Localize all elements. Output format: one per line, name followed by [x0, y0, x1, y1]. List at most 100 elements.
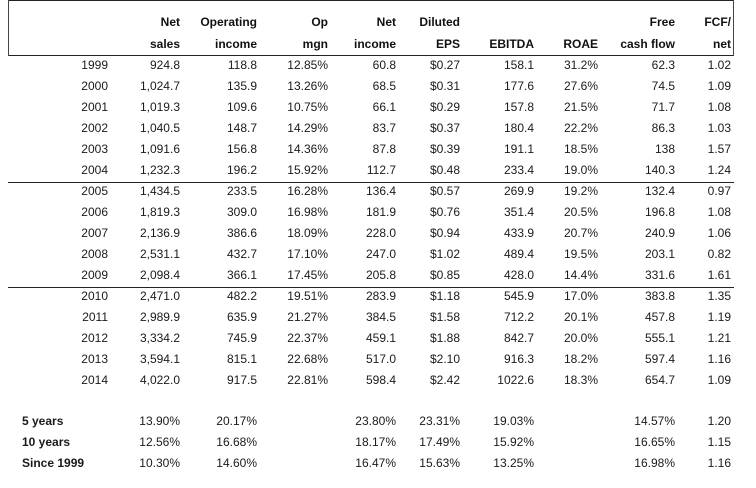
column-header-diluted-eps-sub: EPS	[435, 37, 460, 51]
table-cell-roae: 19.5%	[563, 247, 598, 261]
table-cell-ebitda: 180.4	[503, 121, 534, 135]
table-cell-net-sales: 2,471.0	[139, 289, 180, 303]
table-cell-operating-income: 745.9	[226, 331, 257, 345]
table-cell-net-sales: 2,531.1	[139, 247, 180, 261]
table-cell-free-cash-flow: 383.8	[644, 289, 675, 303]
column-header-op-margin: Op	[311, 15, 328, 29]
group-separator-2005	[8, 182, 734, 183]
table-cell-net-sales: 3,594.1	[139, 352, 180, 366]
table-cell-fcf-to-net: 1.09	[707, 79, 731, 93]
table-cell-year: 2006	[81, 205, 108, 219]
column-header-net-income-sub: income	[353, 37, 396, 51]
table-cell-op-margin: 17.10%	[287, 247, 328, 261]
summary-cell-fcf-to-net: 1.15	[707, 435, 731, 449]
summary-cell-diluted-eps: 23.31%	[419, 414, 460, 428]
table-cell-operating-income: 109.6	[226, 100, 257, 114]
table-cell-year: 2011	[82, 310, 108, 324]
column-header-fcf-to-net-sub: net	[713, 37, 731, 51]
summary-cell-net-sales: 13.90%	[139, 414, 180, 428]
table-cell-roae: 20.7%	[563, 226, 598, 240]
table-cell-free-cash-flow: 138	[654, 142, 675, 156]
table-cell-year: 2004	[81, 163, 108, 177]
summary-cell-ebitda: 19.03%	[493, 414, 534, 428]
table-cell-ebitda: 428.0	[503, 268, 534, 282]
table-cell-diluted-eps: $0.31	[429, 79, 460, 93]
table-cell-diluted-eps: $0.57	[429, 184, 460, 198]
summary-cell-fcf-to-net: 1.16	[707, 456, 731, 470]
column-header-free-cash-flow: Free	[649, 15, 675, 29]
table-cell-free-cash-flow: 240.9	[644, 226, 675, 240]
table-cell-op-margin: 14.36%	[287, 142, 328, 156]
summary-label: 5 years	[22, 414, 64, 428]
table-cell-net-income: 87.8	[372, 142, 396, 156]
summary-cell-free-cash-flow: 16.98%	[634, 456, 675, 470]
table-cell-year: 2005	[81, 184, 108, 198]
summary-cell-diluted-eps: 17.49%	[419, 435, 460, 449]
column-header-operating-income-sub: income	[214, 37, 257, 51]
table-cell-year: 2001	[81, 100, 108, 114]
table-cell-fcf-to-net: 1.24	[707, 163, 731, 177]
table-cell-free-cash-flow: 331.6	[644, 268, 675, 282]
table-cell-net-sales: 1,024.7	[139, 79, 180, 93]
table-cell-net-sales: 2,098.4	[139, 268, 180, 282]
table-cell-op-margin: 21.27%	[287, 310, 328, 324]
table-cell-free-cash-flow: 555.1	[644, 331, 675, 345]
column-header-op-margin-sub: mgn	[302, 37, 328, 51]
table-cell-operating-income: 135.9	[226, 79, 257, 93]
summary-label: 10 years	[22, 435, 71, 449]
column-header-net-sales: Net	[160, 15, 180, 29]
table-cell-fcf-to-net: 1.09	[707, 373, 731, 387]
table-cell-ebitda: 233.4	[503, 163, 534, 177]
table-cell-op-margin: 13.26%	[287, 79, 328, 93]
column-header-ebitda-sub: EBITDA	[489, 37, 534, 51]
table-cell-operating-income: 196.2	[226, 163, 257, 177]
table-cell-net-sales: 4,022.0	[139, 373, 180, 387]
table-cell-free-cash-flow: 62.3	[651, 58, 675, 72]
table-cell-ebitda: 158.1	[503, 58, 534, 72]
summary-cell-net-income: 23.80%	[355, 414, 396, 428]
table-cell-op-margin: 15.92%	[287, 163, 328, 177]
table-cell-ebitda: 1022.6	[497, 373, 534, 387]
table-cell-net-income: 598.4	[365, 373, 396, 387]
table-cell-fcf-to-net: 1.19	[707, 310, 731, 324]
summary-cell-ebitda: 13.25%	[493, 456, 534, 470]
table-cell-fcf-to-net: 0.82	[707, 247, 731, 261]
table-cell-net-income: 83.7	[372, 121, 396, 135]
table-cell-net-sales: 1,019.3	[139, 100, 180, 114]
table-cell-roae: 14.4%	[563, 268, 598, 282]
summary-cell-operating-income: 20.17%	[216, 414, 257, 428]
table-cell-net-income: 283.9	[365, 289, 396, 303]
table-cell-operating-income: 118.8	[227, 58, 257, 72]
table-cell-net-sales: 1,091.6	[139, 142, 180, 156]
table-cell-net-sales: 1,040.5	[139, 121, 180, 135]
summary-cell-ebitda: 15.92%	[493, 435, 534, 449]
table-cell-op-margin: 16.28%	[287, 184, 328, 198]
table-cell-roae: 18.5%	[563, 142, 598, 156]
table-cell-net-income: 459.1	[365, 331, 396, 345]
table-cell-year: 2009	[81, 268, 108, 282]
table-cell-operating-income: 309.0	[226, 205, 257, 219]
table-cell-fcf-to-net: 1.61	[707, 268, 731, 282]
table-cell-roae: 20.0%	[563, 331, 598, 345]
table-cell-free-cash-flow: 457.8	[644, 310, 675, 324]
summary-cell-diluted-eps: 15.63%	[419, 456, 460, 470]
table-cell-net-income: 384.5	[365, 310, 396, 324]
table-cell-ebitda: 545.9	[503, 289, 534, 303]
table-cell-net-income: 136.4	[365, 184, 396, 198]
table-cell-op-margin: 12.85%	[287, 58, 328, 72]
table-cell-operating-income: 482.2	[226, 289, 257, 303]
table-cell-net-sales: 924.8	[149, 58, 180, 72]
table-cell-diluted-eps: $0.39	[429, 142, 460, 156]
table-cell-roae: 18.2%	[563, 352, 598, 366]
table-cell-roae: 19.0%	[563, 163, 598, 177]
table-cell-op-margin: 22.81%	[287, 373, 328, 387]
table-cell-net-income: 228.0	[365, 226, 396, 240]
column-header-diluted-eps: Diluted	[419, 15, 460, 29]
table-cell-operating-income: 233.5	[226, 184, 257, 198]
table-cell-net-income: 247.0	[365, 247, 396, 261]
table-cell-roae: 20.1%	[563, 310, 598, 324]
summary-cell-net-income: 18.17%	[355, 435, 396, 449]
table-cell-op-margin: 22.68%	[287, 352, 328, 366]
table-cell-roae: 31.2%	[563, 58, 598, 72]
column-header-free-cash-flow-sub: cash flow	[620, 37, 675, 51]
